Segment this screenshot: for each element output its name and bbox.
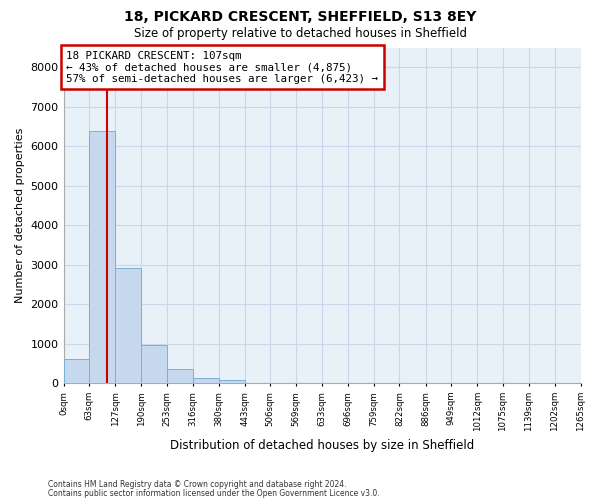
Bar bbox=[141, 345, 167, 383]
Bar bbox=[64, 358, 89, 383]
Text: Size of property relative to detached houses in Sheffield: Size of property relative to detached ho… bbox=[133, 28, 467, 40]
Text: 18, PICKARD CRESCENT, SHEFFIELD, S13 8EY: 18, PICKARD CRESCENT, SHEFFIELD, S13 8EY bbox=[124, 10, 476, 24]
Bar bbox=[89, 131, 115, 383]
Bar bbox=[193, 378, 219, 383]
Text: 18 PICKARD CRESCENT: 107sqm
← 43% of detached houses are smaller (4,875)
57% of : 18 PICKARD CRESCENT: 107sqm ← 43% of det… bbox=[66, 51, 378, 84]
X-axis label: Distribution of detached houses by size in Sheffield: Distribution of detached houses by size … bbox=[170, 440, 474, 452]
Text: Contains public sector information licensed under the Open Government Licence v3: Contains public sector information licen… bbox=[48, 488, 380, 498]
Bar bbox=[115, 268, 141, 383]
Bar bbox=[219, 380, 245, 383]
Y-axis label: Number of detached properties: Number of detached properties bbox=[15, 128, 25, 303]
Bar bbox=[167, 369, 193, 383]
Text: Contains HM Land Registry data © Crown copyright and database right 2024.: Contains HM Land Registry data © Crown c… bbox=[48, 480, 347, 489]
